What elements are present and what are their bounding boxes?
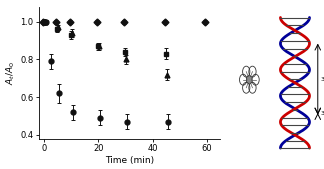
- Text: 32Å: 32Å: [321, 77, 324, 82]
- Text: 3.4Å: 3.4Å: [321, 111, 324, 116]
- Circle shape: [247, 76, 252, 84]
- Y-axis label: $A_t/A_0$: $A_t/A_0$: [5, 61, 17, 85]
- X-axis label: Time (min): Time (min): [105, 156, 154, 165]
